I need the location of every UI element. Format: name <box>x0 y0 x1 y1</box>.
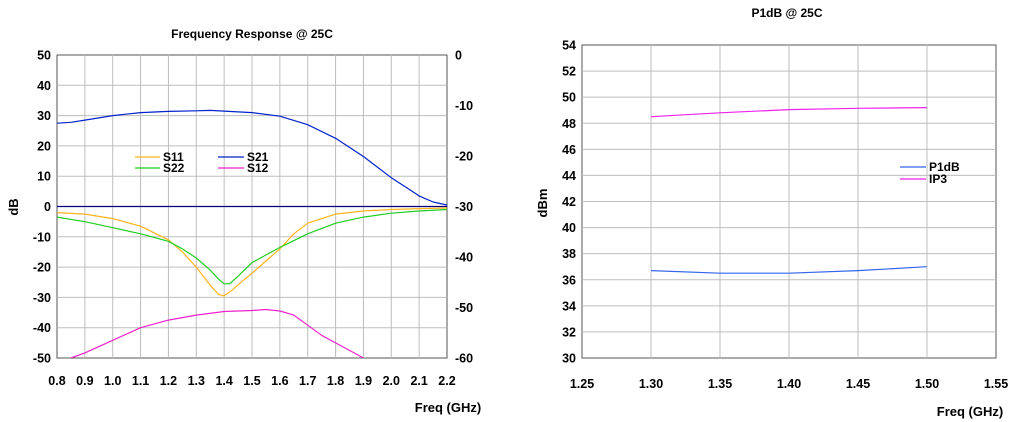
legend-label-s21: S21 <box>247 150 269 164</box>
x-tick-label: 1.7 <box>299 374 316 388</box>
y-tick-label: 46 <box>562 143 576 157</box>
y2-tick-label: -50 <box>455 301 473 315</box>
x-tick-label: 1.9 <box>355 374 372 388</box>
y-tick-label: 20 <box>37 139 51 153</box>
y-tick-label: 36 <box>562 273 576 287</box>
series-line-p1db <box>650 266 928 274</box>
x-tick-label: 1.5 <box>243 374 260 388</box>
x-tick-label: 1.55 <box>984 377 1008 391</box>
y-tick-label: 30 <box>562 352 576 366</box>
y-tick-label: -50 <box>33 352 51 366</box>
series-line-s21 <box>57 109 447 206</box>
x-tick-label: 1.2 <box>160 374 177 388</box>
x-axis-label: Freq (GHz) <box>937 404 1003 419</box>
x-tick-label: 1.4 <box>215 374 232 388</box>
chart-title: P1dB @ 25C <box>751 6 822 20</box>
y-tick-label: 40 <box>562 221 576 235</box>
x-tick-label: 1.50 <box>915 377 939 391</box>
p1db-chart: 1.25 1.30 1.35 1.40 1.45 1.50 1.55 30 32 34 36 38 40… <box>535 6 1008 419</box>
x-tick-label: 1.6 <box>271 374 288 388</box>
y2-tick-label: -20 <box>455 150 473 164</box>
y-tick-label: 34 <box>562 299 576 313</box>
x-tick-label: 0.8 <box>48 374 65 388</box>
y-axis-label: dBm <box>535 189 550 218</box>
legend-label-p1db: P1dB <box>929 160 960 174</box>
legend-label-ip3: IP3 <box>929 172 947 186</box>
x-tick-label: 1.30 <box>639 377 663 391</box>
x-tick-label: 2.2 <box>438 374 455 388</box>
legend-label-s22: S22 <box>163 161 185 175</box>
x-axis-label: Freq (GHz) <box>415 400 481 415</box>
y-tick-label: 50 <box>562 91 576 105</box>
x-tick-label: 1.40 <box>777 377 801 391</box>
y-tick-label: 42 <box>562 195 576 209</box>
y-tick-label: 0 <box>44 200 51 214</box>
legend-label-s12: S12 <box>247 161 269 175</box>
y2-tick-label: 0 <box>455 49 462 63</box>
y-tick-label: 38 <box>562 247 576 261</box>
x-tick-label: 1.25 <box>570 377 594 391</box>
legend: P1dB IP3 <box>900 160 960 186</box>
y-tick-label: -30 <box>33 291 51 305</box>
series-line-ip3 <box>650 107 928 118</box>
y2-tick-label: -60 <box>455 352 473 366</box>
series-line-s11 <box>57 207 447 297</box>
series-line-s12 <box>70 308 364 358</box>
x-tick-label: 1.8 <box>327 374 344 388</box>
x-tick-label: 1.1 <box>132 374 149 388</box>
y-tick-label: 54 <box>562 39 576 53</box>
chart-title: Frequency Response @ 25C <box>171 27 333 41</box>
y2-tick-label: -10 <box>455 99 473 113</box>
x-tick-label: 2.0 <box>383 374 400 388</box>
y-tick-label: 50 <box>37 49 51 63</box>
x-tick-label: 1.35 <box>708 377 732 391</box>
x-tick-label: 1.45 <box>846 377 870 391</box>
y2-tick-label: -40 <box>455 251 473 265</box>
frequency-response-chart: 0.8 0.9 1.0 1.1 1.2 1.3 1.4 1.5 1.6 1.7 1.8 1.9 2.0 2… <box>6 27 481 415</box>
y-tick-label: 10 <box>37 170 51 184</box>
y-tick-label: 48 <box>562 117 576 131</box>
y-tick-label: -20 <box>33 261 51 275</box>
x-tick-label: 0.9 <box>76 374 93 388</box>
y2-tick-label: -30 <box>455 200 473 214</box>
x-tick-label: 1.0 <box>104 374 121 388</box>
y-tick-label: -10 <box>33 230 51 244</box>
y-tick-label: 30 <box>37 109 51 123</box>
x-tick-label: 1.3 <box>188 374 205 388</box>
y-tick-label: 32 <box>562 325 576 339</box>
y-tick-label: 52 <box>562 65 576 79</box>
y-tick-label: -40 <box>33 321 51 335</box>
legend-label-s11: S11 <box>163 150 184 164</box>
y-tick-label: 40 <box>37 79 51 93</box>
y-axis-label: dB <box>6 198 21 215</box>
x-tick-label: 2.1 <box>410 374 427 388</box>
legend: S11 S21 S22 S12 <box>135 150 269 175</box>
y-tick-label: 44 <box>562 169 576 183</box>
series-line-s22 <box>57 208 447 285</box>
